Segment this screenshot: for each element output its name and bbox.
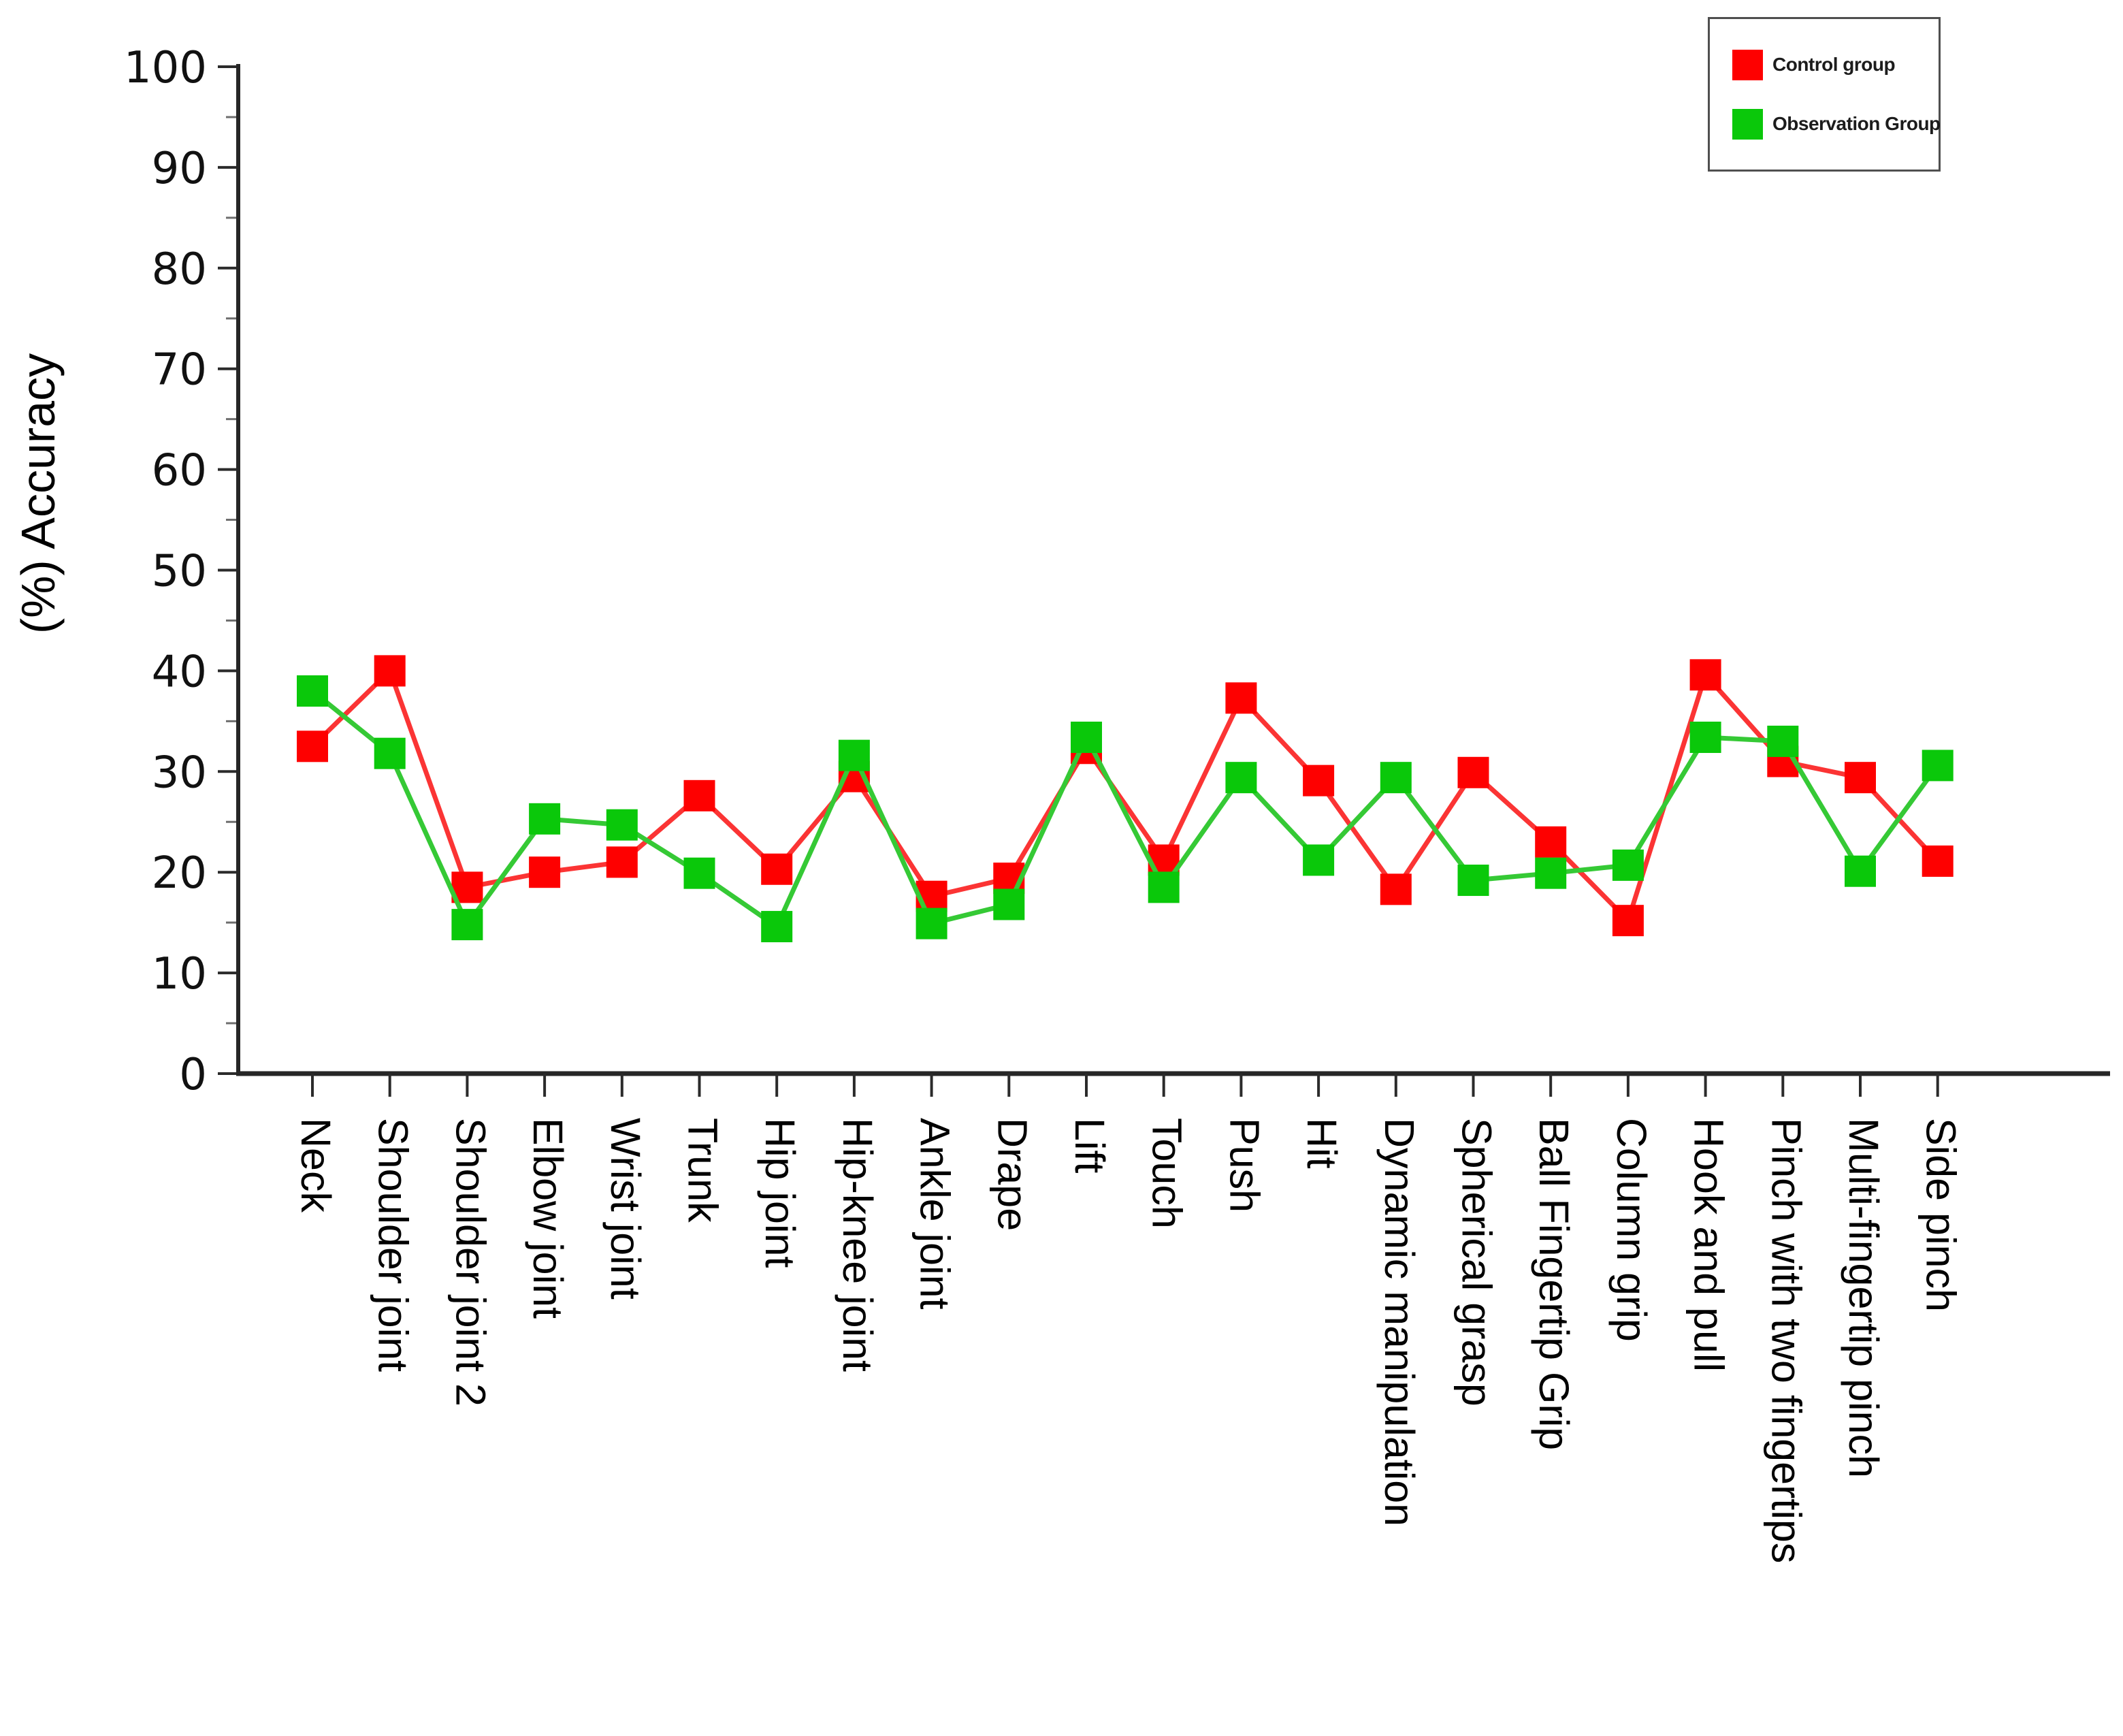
y-tick-label: 10 xyxy=(152,949,207,999)
x-category-label: Drape xyxy=(989,1118,1035,1231)
data-point-control-group-trunk xyxy=(683,779,715,811)
data-point-observation-group-shoulder-joint-2 xyxy=(451,909,483,941)
data-point-observation-group-hit xyxy=(1303,844,1335,876)
x-category-label: Elbow joint xyxy=(525,1118,571,1319)
y-tick-label: 70 xyxy=(152,345,207,396)
x-category-label: Shoulder joint xyxy=(370,1118,417,1372)
x-category-label: Hook and pull xyxy=(1686,1118,1732,1372)
y-tick-label: 50 xyxy=(152,547,207,597)
y-tick-label: 90 xyxy=(152,144,207,194)
data-point-observation-group-pinch-with-two-fingertips xyxy=(1767,725,1799,757)
legend-item-observation-group: Observation Group xyxy=(1732,108,1941,140)
data-point-control-group-ball-fingertip-grip xyxy=(1535,826,1567,858)
x-category-label: Trunk xyxy=(680,1118,726,1223)
data-point-observation-group-drape xyxy=(993,888,1025,920)
x-category-label: Side pinch xyxy=(1918,1118,1964,1312)
data-point-observation-group-lift xyxy=(1071,722,1102,754)
y-tick-label: 40 xyxy=(152,647,207,697)
data-point-observation-group-trunk xyxy=(683,857,715,889)
data-point-control-group-hip-joint xyxy=(761,853,793,885)
y-tick-label: 80 xyxy=(152,244,207,295)
x-category-label: Ankle joint xyxy=(912,1118,958,1309)
x-category-label: Shoulder joint 2 xyxy=(447,1118,493,1407)
y-tick-label: 30 xyxy=(152,748,207,798)
legend-label-observation-group: Observation Group xyxy=(1772,113,1941,134)
y-axis-title: (%) Accuracy xyxy=(12,353,65,634)
data-point-control-group-wrist-joint xyxy=(606,846,638,878)
x-category-label: Lift xyxy=(1067,1118,1113,1173)
data-point-observation-group-elbow-joint xyxy=(529,803,561,835)
data-point-observation-group-neck xyxy=(297,675,328,707)
x-category-label: Hip joint xyxy=(757,1118,803,1268)
x-category-label: Column grip xyxy=(1608,1118,1655,1342)
data-point-control-group-hook-and-pull xyxy=(1689,659,1721,691)
data-point-observation-group-ball-fingertip-grip xyxy=(1535,857,1567,889)
legend-item-control-group: Control group xyxy=(1732,49,1939,80)
y-tick-label: 60 xyxy=(152,446,207,496)
data-point-observation-group-hip-knee-joint xyxy=(838,739,870,771)
x-category-label: Neck xyxy=(293,1118,339,1212)
x-category-label: Wrist joint xyxy=(602,1118,649,1300)
y-tick-label: 100 xyxy=(124,43,207,93)
y-tick-label: 0 xyxy=(179,1050,207,1100)
data-point-observation-group-ankle-joint xyxy=(915,907,947,939)
plot-area: 0 10 20 30 40 50 60 70 80 90 100 Neck Shoulder joint… xyxy=(124,43,2110,1563)
data-point-control-group-hit xyxy=(1303,765,1335,797)
data-point-observation-group-wrist-joint xyxy=(606,809,638,841)
data-point-control-group-shoulder-joint xyxy=(374,655,406,687)
y-tick-label: 20 xyxy=(152,848,207,899)
x-category-label: Spherical grasp xyxy=(1454,1118,1500,1407)
data-point-control-group-multi-fingertip-pinch xyxy=(1845,762,1876,794)
x-category-label: Pinch with two fingertips xyxy=(1763,1118,1809,1563)
data-point-observation-group-spherical-grasp xyxy=(1457,865,1489,897)
data-point-control-group-spherical-grasp xyxy=(1457,756,1489,788)
data-point-control-group-elbow-joint xyxy=(529,856,561,888)
data-point-observation-group-column-grip xyxy=(1612,849,1644,881)
x-category-label: Push xyxy=(1221,1118,1267,1212)
data-point-control-group-dynamic-manipulation xyxy=(1380,873,1412,905)
legend-swatch-control-group xyxy=(1732,49,1763,80)
data-point-control-group-side-pinch xyxy=(1922,845,1954,877)
data-point-observation-group-shoulder-joint xyxy=(374,737,406,769)
data-point-observation-group-dynamic-manipulation xyxy=(1380,762,1412,794)
x-category-label: Hit xyxy=(1299,1118,1345,1169)
data-point-observation-group-touch xyxy=(1148,871,1180,903)
x-category-label: Dynamic manipulation xyxy=(1376,1118,1423,1526)
legend: Control group Observation Group xyxy=(1708,17,1941,172)
data-point-observation-group-hip-joint xyxy=(761,911,793,943)
data-point-observation-group-side-pinch xyxy=(1922,750,1954,782)
data-point-observation-group-push xyxy=(1225,762,1257,794)
x-category-label: Touch xyxy=(1144,1118,1190,1229)
series-line-observation-group xyxy=(310,689,1940,931)
x-category-label: Multi-fingertip pinch xyxy=(1841,1118,1887,1478)
x-category-label: Hip-knee joint xyxy=(834,1118,881,1372)
x-category-label: Ball Fingertip Grip xyxy=(1531,1118,1577,1450)
legend-swatch-observation-group xyxy=(1732,108,1763,140)
data-point-observation-group-hook-and-pull xyxy=(1689,722,1721,754)
data-point-control-group-push xyxy=(1225,682,1257,714)
data-point-observation-group-multi-fingertip-pinch xyxy=(1845,855,1876,887)
data-point-control-group-neck xyxy=(297,730,328,762)
legend-label-control-group: Control group xyxy=(1772,54,1896,75)
data-point-control-group-column-grip xyxy=(1612,905,1644,937)
